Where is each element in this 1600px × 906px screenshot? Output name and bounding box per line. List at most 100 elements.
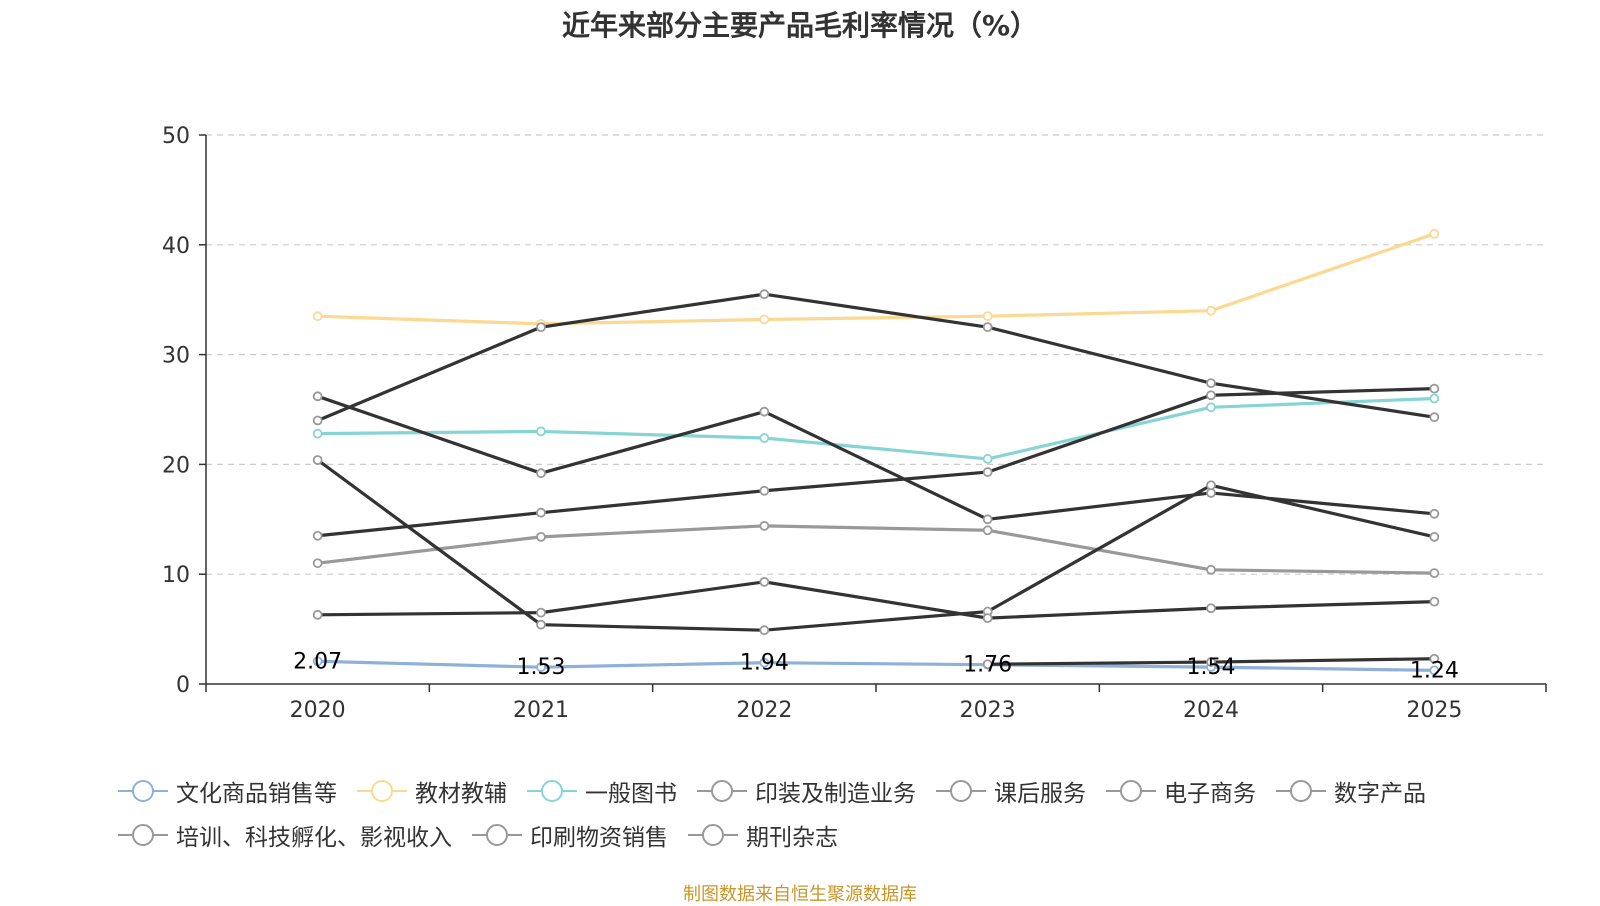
y-tick-label: 0	[176, 673, 190, 698]
legend-symbol-icon	[118, 824, 168, 846]
data-point	[982, 514, 993, 525]
data-point	[536, 426, 546, 437]
legend-label: 课后服务	[994, 781, 1086, 807]
data-point	[982, 322, 993, 333]
data-point	[982, 525, 993, 536]
source-note: 制图数据来自恒生聚源数据库	[683, 884, 917, 905]
data-point	[1206, 657, 1216, 667]
data-label: 1.76	[963, 653, 1012, 678]
data-point	[312, 530, 323, 541]
data-point	[982, 613, 993, 624]
data-point	[1429, 531, 1440, 542]
y-tick-label: 10	[162, 563, 190, 588]
series-0	[317, 659, 1435, 672]
x-tick-label: 2020	[290, 698, 346, 723]
series-line	[317, 387, 1435, 538]
y-tick-label: 20	[162, 453, 190, 478]
data-point	[1429, 665, 1440, 676]
data-point	[1206, 402, 1216, 413]
data-point	[759, 314, 770, 325]
data-point	[312, 656, 323, 667]
series-line	[317, 394, 1435, 521]
series-line	[317, 580, 1435, 620]
data-label: 2.07	[293, 649, 342, 674]
series-1	[317, 232, 1435, 326]
x-tick-label: 2021	[513, 698, 569, 723]
data-point	[1206, 564, 1216, 575]
chart-title: 近年来部分主要产品毛利率情况（%）	[561, 9, 1039, 42]
data-point	[1206, 305, 1216, 316]
data-point	[312, 558, 323, 569]
legend-item[interactable]: 电子商务	[1106, 775, 1256, 807]
data-label: 1.24	[1410, 658, 1459, 683]
data-point	[1206, 480, 1216, 491]
data-point	[759, 406, 770, 417]
legend-item[interactable]: 数字产品	[1276, 775, 1426, 807]
legend-item[interactable]: 印装及制造业务	[697, 775, 916, 807]
data-point	[1206, 603, 1216, 614]
series-line	[317, 524, 1435, 575]
x-tick-label: 2024	[1183, 698, 1239, 723]
series-3	[317, 292, 1435, 422]
data-point	[312, 428, 323, 439]
series-2	[317, 396, 1435, 461]
series-line	[316, 458, 1435, 632]
legend-item[interactable]: 文化商品销售等	[118, 775, 337, 807]
legend-symbol-icon	[472, 824, 522, 846]
data-label: 1.94	[740, 651, 789, 676]
series-7	[316, 458, 1435, 632]
data-label: 1.54	[1187, 655, 1236, 680]
series-6	[317, 524, 1435, 575]
legend: 文化商品销售等 教材教辅 一般图书 印装及制造业务 课后服务 电子商务 数字产品培训、科技孵…	[118, 775, 1558, 851]
data-point	[536, 531, 546, 542]
legend-item[interactable]: 一般图书	[527, 775, 677, 807]
legend-label: 教材教辅	[415, 781, 507, 807]
data-point	[759, 520, 770, 531]
data-point	[536, 507, 546, 518]
series-line	[317, 396, 1435, 461]
data-point	[759, 657, 770, 668]
data-point	[982, 454, 993, 464]
data-point	[536, 468, 546, 479]
data-point	[1429, 596, 1440, 607]
x-tick-label: 2023	[960, 698, 1016, 723]
y-tick-label: 40	[162, 234, 190, 259]
series-4	[317, 394, 1435, 521]
data-point	[1206, 390, 1216, 401]
legend-item[interactable]: 课后服务	[936, 775, 1086, 807]
legend-label: 印装及制造业务	[755, 781, 916, 807]
data-point	[1429, 383, 1440, 394]
data-point	[759, 289, 770, 300]
data-point	[312, 455, 323, 465]
legend-symbol-icon	[936, 780, 986, 802]
data-point	[1206, 378, 1216, 389]
data-point	[759, 576, 770, 587]
legend-label: 培训、科技孵化、影视收入	[176, 825, 452, 851]
legend-item[interactable]: 印刷物资销售	[472, 819, 668, 851]
series-5	[317, 387, 1435, 538]
data-label: 1.53	[517, 655, 566, 680]
data-point	[536, 322, 546, 333]
data-point	[1429, 412, 1440, 423]
x-tick-label: 2022	[736, 698, 792, 723]
legend-item[interactable]: 期刊杂志	[688, 819, 838, 851]
data-point	[982, 467, 993, 477]
y-tick-label: 50	[162, 124, 190, 149]
data-point	[312, 311, 323, 322]
legend-label: 印刷物资销售	[530, 825, 668, 851]
data-point	[1429, 228, 1440, 239]
legend-symbol-icon	[1276, 780, 1326, 802]
data-point	[536, 607, 546, 618]
data-point	[1429, 508, 1440, 519]
y-tick-label: 30	[162, 344, 190, 369]
legend-symbol-icon	[697, 780, 747, 802]
data-point	[536, 619, 546, 630]
series-8	[317, 580, 1435, 620]
legend-item[interactable]: 培训、科技孵化、影视收入	[118, 819, 452, 851]
series-line	[317, 232, 1435, 326]
legend-symbol-icon	[527, 780, 577, 802]
data-point	[982, 311, 993, 322]
data-point	[312, 391, 323, 402]
legend-item[interactable]: 教材教辅	[357, 775, 507, 807]
